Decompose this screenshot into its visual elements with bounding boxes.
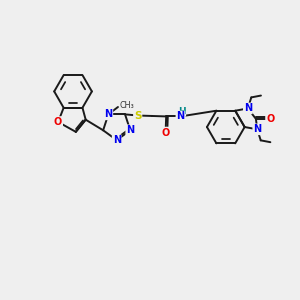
Text: N: N xyxy=(104,110,112,119)
Text: N: N xyxy=(253,124,261,134)
Text: N: N xyxy=(126,125,134,135)
Text: H: H xyxy=(178,107,185,116)
Text: O: O xyxy=(54,117,62,127)
Text: O: O xyxy=(162,128,170,137)
Text: S: S xyxy=(134,110,141,121)
Text: O: O xyxy=(266,114,274,124)
Text: N: N xyxy=(176,111,184,122)
Text: N: N xyxy=(244,103,252,113)
Text: CH₃: CH₃ xyxy=(120,101,135,110)
Text: N: N xyxy=(112,135,121,145)
